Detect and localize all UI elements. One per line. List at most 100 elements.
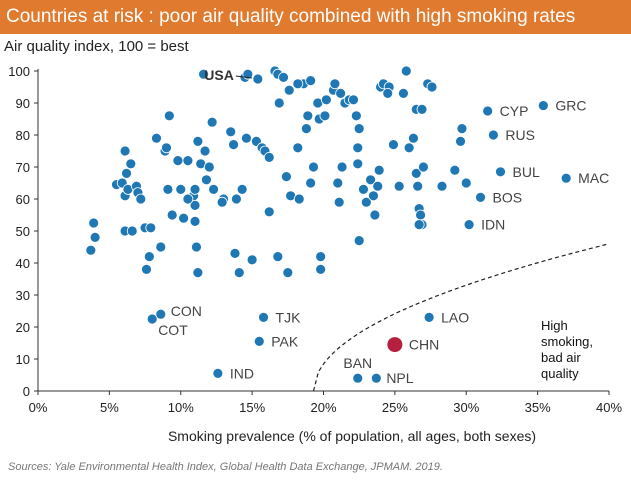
data-point: [463, 219, 475, 231]
data-point: [151, 132, 162, 144]
data-point: [280, 171, 292, 183]
data-point: [172, 155, 184, 167]
data-point: [348, 94, 359, 106]
data-point: [350, 110, 362, 122]
point-label: LAO: [441, 309, 469, 325]
point-label: PAK: [271, 333, 299, 349]
x-tick-label: 25%: [382, 400, 408, 415]
y-tick-label: 90: [16, 96, 30, 111]
risk-zone-text-line: quality: [541, 366, 579, 381]
data-points: [85, 65, 572, 384]
data-point: [426, 81, 438, 93]
data-point: [252, 73, 264, 85]
x-tick-label: 40%: [596, 400, 622, 415]
data-point: [88, 217, 100, 229]
data-point: [236, 183, 248, 195]
data-point: [263, 151, 275, 163]
data-point: [352, 158, 364, 170]
risk-zone-text-line: bad air: [541, 350, 581, 365]
data-point: [475, 191, 486, 203]
data-point: [482, 105, 494, 117]
data-point: [449, 164, 461, 176]
data-point: [403, 142, 415, 154]
data-point: [203, 161, 215, 173]
x-tick-label: 20%: [310, 400, 336, 415]
data-point: [336, 161, 348, 173]
data-point: [292, 78, 304, 90]
data-point: [126, 225, 138, 237]
x-tick-label: 10%: [168, 400, 194, 415]
x-tick-label: 5%: [100, 400, 119, 415]
data-point: [125, 158, 137, 170]
axes: 0% 5% 10% 15% 20% 25% 30% 35% 40% 0 10 20 30 40 50 60 70…: [8, 64, 622, 415]
data-point: [121, 167, 132, 179]
data-point: [225, 126, 237, 138]
risk-zone-boundary: [312, 243, 610, 392]
data-point: [352, 372, 364, 384]
data-point: [228, 139, 239, 151]
data-point: [365, 174, 377, 186]
data-point: [415, 209, 426, 221]
data-point: [163, 110, 175, 122]
data-point: [410, 167, 422, 179]
data-point: [495, 166, 506, 178]
point-label: USA: [204, 67, 234, 83]
point-label: BOS: [493, 189, 523, 205]
data-point: [253, 335, 265, 347]
scatter-chart: 0% 5% 10% 15% 20% 25% 30% 35% 40% 0 10 20 30 40 50 60 70…: [8, 64, 622, 444]
data-point: [360, 196, 372, 208]
risk-zone-text-line: High: [541, 318, 568, 333]
data-point: [560, 172, 572, 184]
point-labels: USA CYP GRC RUS BUL MAC BOS IDN CON COT TJK PAK LAOC…: [158, 67, 609, 386]
data-point: [332, 177, 344, 189]
data-point: [436, 180, 448, 192]
risk-zone-label: High smoking, bad air quality: [541, 318, 593, 381]
data-point: [143, 251, 155, 263]
y-tick-label: 40: [16, 256, 30, 271]
data-point: [537, 100, 549, 111]
data-point: [353, 123, 365, 135]
data-point: [198, 68, 209, 80]
point-label: IND: [230, 365, 254, 381]
data-point: [293, 193, 305, 205]
x-axis-title: Smoking prevalence (% of population, all…: [168, 428, 536, 444]
data-point: [273, 97, 285, 109]
data-point: [300, 123, 312, 135]
data-point: [388, 139, 399, 151]
data-point: [353, 235, 365, 247]
y-tick-label: 100: [8, 64, 30, 79]
data-point: [233, 267, 245, 279]
point-label: MAC: [578, 170, 609, 186]
data-point: [208, 183, 219, 195]
data-point: [393, 180, 405, 192]
data-point: [412, 180, 424, 192]
point-label: CON: [171, 303, 202, 319]
data-point: [423, 311, 435, 323]
data-point: [189, 183, 201, 195]
data-point: [201, 174, 212, 186]
data-point: [329, 78, 341, 90]
risk-zone-text-line: smoking,: [541, 334, 593, 349]
point-label: COT: [158, 322, 188, 338]
x-tick-label: 15%: [239, 400, 265, 415]
point-label: TJK: [276, 309, 302, 325]
data-point: [145, 222, 157, 234]
data-point: [456, 123, 468, 135]
point-label: RUS: [505, 127, 535, 143]
data-point: [246, 254, 258, 266]
data-point: [335, 88, 347, 99]
data-point: [358, 183, 369, 195]
point-label: BAN: [343, 355, 372, 371]
data-point: [283, 84, 295, 96]
point-label: GRC: [555, 98, 586, 114]
data-point: [308, 161, 319, 173]
data-point: [135, 193, 147, 205]
data-point: [400, 65, 412, 77]
data-point: [370, 372, 382, 384]
point-label: IDN: [481, 217, 505, 233]
data-point: [258, 311, 269, 323]
data-point: [319, 110, 331, 122]
data-point: [315, 263, 327, 275]
data-point: [212, 367, 224, 379]
data-point: [282, 267, 294, 279]
